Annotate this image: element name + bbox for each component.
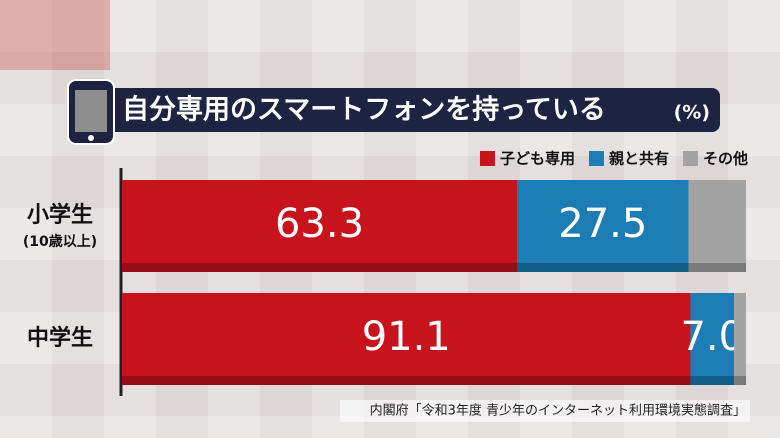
value-label: 63.3 <box>275 201 364 247</box>
bar-segment <box>122 293 691 385</box>
chart-title: 自分専用のスマートフォンを持っている <box>122 94 606 126</box>
legend-swatch <box>588 151 604 166</box>
bar-shadow <box>122 376 691 385</box>
bar-segment <box>122 180 517 272</box>
source-box <box>340 400 750 422</box>
legend-swatch <box>682 151 698 166</box>
unit-label: (%) <box>674 102 710 124</box>
bar-segment <box>734 293 746 385</box>
bar-shadow <box>734 376 746 385</box>
legend-label: その他 <box>703 150 748 168</box>
phone-icon <box>67 79 115 145</box>
legend: その他 親と共有 子ども専用 <box>479 150 748 168</box>
category-note: (10歳以上) <box>23 233 97 250</box>
legend-label: 親と共有 <box>609 150 669 168</box>
legend-swatch <box>479 151 495 166</box>
value-label: 91.1 <box>362 314 451 360</box>
source: 内閣府「令和3年度 青少年のインターネット利用環境実態調査」 <box>370 403 746 419</box>
category-label: 中学生 <box>27 325 93 351</box>
legend-label: 子ども専用 <box>500 150 575 168</box>
bar-shadow <box>688 263 746 272</box>
value-label: 7.0 <box>680 314 744 360</box>
bar-shadow <box>516 263 689 272</box>
background-tile <box>0 0 110 70</box>
bar-segment <box>688 180 746 272</box>
bar-shadow <box>122 263 517 272</box>
title-banner <box>95 88 720 132</box>
bar-segment <box>516 180 689 272</box>
category-label: 小学生 <box>27 202 93 228</box>
bar-segment <box>690 293 735 385</box>
bar-shadow <box>690 376 735 385</box>
value-label: 27.5 <box>558 201 647 247</box>
